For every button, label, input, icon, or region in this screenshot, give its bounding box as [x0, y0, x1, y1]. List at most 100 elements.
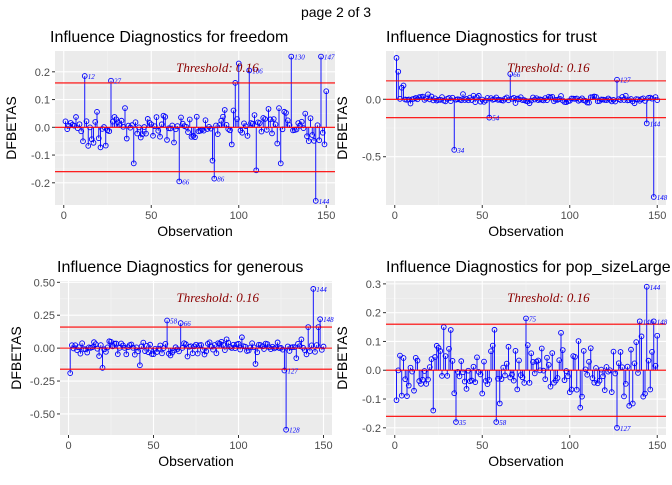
point-label: 66 — [513, 71, 521, 79]
data-point — [582, 366, 589, 373]
data-point — [122, 105, 128, 111]
data-point — [489, 342, 496, 349]
data-point — [486, 377, 493, 383]
data-point — [193, 113, 200, 120]
data-point — [505, 343, 512, 350]
data-point — [404, 393, 410, 400]
data-point — [519, 374, 526, 381]
data-point — [84, 349, 91, 356]
x-tick-label: 0 — [392, 210, 398, 222]
point-label: 127 — [620, 77, 631, 85]
data-point — [521, 380, 528, 386]
data-point — [235, 340, 242, 347]
data-point — [447, 327, 454, 333]
data-point — [114, 351, 121, 357]
panel-1: 0 50 100 150 -0.2 -0.1 0.0 0.1 0.2 12 27 66 86 106 130… — [3, 29, 335, 239]
y-tick-label: 0.00 — [34, 343, 55, 355]
data-point — [83, 118, 90, 125]
data-point — [92, 119, 99, 125]
data-point — [601, 387, 608, 394]
x-tick-label: 150 — [314, 440, 332, 452]
data-point — [251, 112, 258, 118]
data-point — [561, 377, 568, 384]
data-point — [150, 132, 156, 139]
x-axis-label: Observation — [157, 223, 232, 239]
data-point — [267, 116, 274, 123]
data-point — [230, 341, 237, 348]
data-point — [132, 119, 139, 126]
data-point — [468, 377, 475, 384]
data-point — [610, 97, 617, 103]
point-label: 27 — [114, 78, 122, 86]
data-point — [400, 355, 407, 361]
data-point — [283, 426, 289, 433]
data-point — [558, 329, 564, 336]
data-point — [628, 346, 634, 353]
data-point — [205, 340, 211, 347]
data-point — [230, 107, 237, 114]
point-label: 106 — [252, 67, 263, 75]
data-point — [393, 397, 400, 404]
data-point — [430, 407, 437, 414]
data-point — [252, 361, 259, 367]
data-point — [323, 88, 330, 95]
data-point — [608, 389, 615, 395]
data-point — [318, 346, 325, 353]
data-point — [164, 317, 170, 324]
data-point — [453, 419, 459, 425]
data-point — [524, 342, 531, 348]
data-point — [123, 351, 130, 358]
data-point — [194, 350, 201, 357]
data-point — [584, 99, 591, 106]
data-point — [178, 114, 184, 121]
data-point — [151, 123, 158, 130]
data-point — [395, 68, 402, 75]
data-point — [235, 60, 242, 67]
data-point — [261, 346, 267, 352]
data-point — [568, 95, 575, 102]
data-point — [610, 348, 617, 355]
data-point — [535, 357, 542, 364]
y-tick-label: -0.5 — [362, 152, 381, 164]
data-point — [516, 357, 522, 364]
data-point — [274, 339, 281, 346]
data-point — [155, 127, 162, 134]
data-point — [507, 374, 514, 381]
data-point — [488, 95, 494, 101]
data-point — [549, 350, 556, 356]
y-axis-label: DFBETAS — [3, 96, 19, 160]
data-point — [572, 354, 578, 360]
data-point — [446, 95, 452, 101]
data-point — [603, 97, 610, 103]
data-point — [239, 129, 246, 136]
data-point — [563, 368, 570, 374]
data-point — [167, 125, 174, 132]
data-point — [654, 332, 661, 339]
data-series — [67, 286, 327, 433]
point-label: 86 — [217, 176, 225, 184]
data-point — [463, 386, 470, 392]
data-point — [137, 362, 143, 369]
page-label: page 2 of 3 — [301, 4, 371, 20]
data-point — [137, 134, 144, 141]
data-point — [162, 114, 169, 120]
data-point — [73, 114, 79, 120]
data-point — [577, 404, 584, 411]
data-point — [234, 116, 240, 122]
x-tick-label: 50 — [476, 440, 488, 452]
point-label: 66 — [182, 178, 190, 186]
data-point — [213, 122, 219, 129]
x-tick-label: 100 — [229, 440, 247, 452]
data-point — [509, 371, 515, 378]
x-axis-label: Observation — [488, 223, 563, 239]
data-point — [642, 390, 648, 397]
data-point — [221, 107, 228, 113]
data-point — [128, 341, 135, 348]
data-point — [458, 97, 465, 104]
data-point — [269, 130, 275, 137]
data-point — [444, 373, 451, 379]
y-tick-label: 0.1 — [366, 336, 381, 348]
point-label: 34 — [456, 147, 465, 155]
data-point — [622, 380, 629, 387]
data-point — [109, 343, 116, 350]
